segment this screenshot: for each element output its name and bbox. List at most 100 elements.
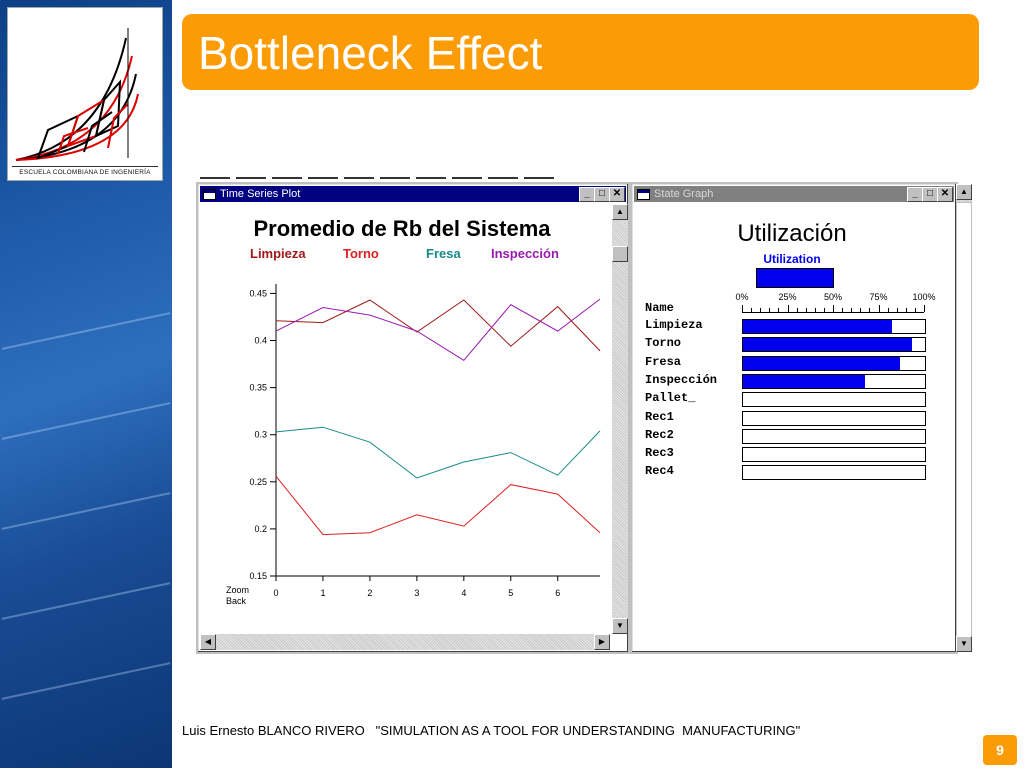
minimize-button[interactable]: _: [907, 187, 923, 202]
utilization-axis: 0% 25% 50% 75% 100%: [735, 292, 936, 314]
utilization-minor-tick: [769, 308, 771, 312]
utilization-minor-tick: [878, 305, 880, 312]
y-tick-label: 0.3: [254, 430, 267, 440]
utilization-minor-tick: [814, 308, 816, 312]
y-tick-label: 0.2: [254, 524, 267, 534]
window-menu-icon[interactable]: [203, 189, 216, 200]
state-graph-titlebar[interactable]: State Graph _ □ ✕: [634, 186, 954, 202]
utilization-row-label: Rec4: [645, 464, 674, 479]
utilization-minor-tick: [751, 308, 753, 312]
utilization-bar-fill: [743, 338, 913, 352]
logo-graphic-icon: [15, 28, 139, 161]
time-series-plot-window[interactable]: Time Series Plot _ □ ✕ Promedio de Rb de…: [196, 182, 630, 654]
utilization-row-label: Inspección: [645, 372, 718, 387]
utilization-legend-swatch: [756, 268, 834, 288]
zoom-back-label[interactable]: Zoom Back: [226, 585, 249, 607]
utilization-bar-frame: [742, 428, 926, 444]
x-tick-label: 3: [414, 588, 419, 598]
utilization-row-label: Pallet_: [645, 391, 696, 406]
utilization-minor-tick: [778, 308, 780, 312]
logo-caption: ESCUELA COLOMBIANA DE INGENIERÍA: [12, 166, 158, 176]
utilization-bar-fill: [743, 374, 865, 388]
utilization-minor-tick: [805, 308, 807, 312]
utilization-minor-tick: [787, 305, 789, 312]
utilization-minor-tick: [823, 308, 825, 312]
utilization-row-label: Rec3: [645, 446, 674, 461]
time-series-chart: 0.15 0.2 0.25 0.3 0.35 0.4 0.45 0 1 2 3 4 5 6: [249, 284, 601, 598]
utilization-row-label: Rec2: [645, 427, 674, 442]
outer-scroll-thumb[interactable]: [956, 202, 972, 644]
vertical-scrollbar[interactable]: ▲ ▼: [612, 204, 628, 634]
utilization-bar-frame: [742, 373, 926, 389]
scroll-left-button[interactable]: ◀: [200, 634, 216, 650]
time-series-titlebar[interactable]: Time Series Plot _ □ ✕: [200, 186, 626, 202]
utilization-minor-tick: [860, 308, 862, 312]
slide-title-banner: Bottleneck Effect: [182, 14, 979, 90]
y-tick-label: 0.45: [249, 288, 267, 298]
utilization-bar-frame: [742, 355, 926, 371]
state-graph-window[interactable]: State Graph _ □ ✕ Utilización Utilizatio…: [630, 182, 958, 654]
outer-vertical-scrollbar[interactable]: ▲ ▼: [956, 184, 972, 652]
series-line-limpieza: [275, 299, 601, 352]
y-tick-label: 0.15: [249, 571, 267, 581]
x-tick-label: 0: [273, 588, 278, 598]
utilization-chart-title: Utilización: [737, 220, 847, 247]
utilization-minor-tick: [924, 305, 925, 312]
scroll-right-button[interactable]: ▶: [594, 634, 610, 650]
maximize-button[interactable]: □: [594, 187, 610, 202]
legend-torno: Torno: [343, 246, 379, 261]
utilization-row-label: Limpieza: [645, 318, 703, 332]
utilization-bar-frame: [742, 465, 926, 481]
utilization-bar-frame: [742, 319, 926, 334]
utilization-minor-tick: [851, 308, 853, 312]
scroll-up-button[interactable]: ▲: [612, 204, 628, 220]
utilization-row-label: Rec1: [645, 409, 674, 424]
x-tick-label: 2: [367, 588, 372, 598]
utilization-minor-tick: [869, 308, 871, 312]
utilization-tick-label: 75%: [869, 292, 888, 302]
utilization-tick-label: 50%: [823, 292, 843, 302]
utilization-bar-fill: [743, 320, 893, 333]
utilization-row-label: Fresa: [645, 354, 682, 369]
zoom-label: Zoom: [226, 585, 250, 595]
utilization-axis-line: [742, 312, 924, 313]
slide-title: Bottleneck Effect: [198, 27, 543, 79]
utilization-tick-label: 100%: [912, 292, 936, 302]
utilization-minor-tick: [760, 308, 762, 312]
maximize-button[interactable]: □: [922, 187, 938, 202]
horizontal-scrollbar[interactable]: ◀ ▶: [200, 634, 610, 650]
scroll-thumb[interactable]: [612, 246, 628, 262]
x-tick-label: 4: [461, 588, 466, 598]
close-button[interactable]: ✕: [609, 187, 625, 202]
scroll-down-button[interactable]: ▼: [612, 618, 628, 634]
outer-scroll-down-button[interactable]: ▼: [956, 636, 972, 652]
x-tick-label: 6: [555, 588, 560, 598]
series-line-torno: [275, 475, 601, 536]
outer-scroll-up-button[interactable]: ▲: [956, 184, 972, 200]
utilization-bar-frame: [742, 410, 926, 426]
utilization-minor-tick: [796, 308, 798, 312]
utilization-minor-tick: [742, 305, 743, 312]
series-line-fresa: [275, 426, 601, 479]
time-series-window-title: Time Series Plot: [220, 188, 301, 200]
page-number: 9: [983, 735, 1017, 765]
utilization-bar-fill: [743, 356, 900, 370]
utilization-tick-label: 25%: [778, 292, 797, 302]
name-column-header: Name: [645, 301, 674, 315]
close-button[interactable]: ✕: [937, 187, 953, 202]
sidebar-background: ESCUELA COLOMBIANA DE INGENIERÍA: [0, 0, 172, 768]
series-line-inspección: [275, 298, 601, 361]
window-menu-icon[interactable]: [637, 189, 650, 200]
legend-fresa: Fresa: [426, 246, 461, 261]
x-tick-label: 5: [508, 588, 513, 598]
legend-inspeccion: Inspección: [491, 246, 559, 261]
y-tick-label: 0.4: [254, 336, 267, 346]
minimize-button[interactable]: _: [579, 187, 595, 202]
utilization-bar-frame: [742, 447, 926, 463]
university-logo: ESCUELA COLOMBIANA DE INGENIERÍA: [7, 7, 163, 181]
utilization-minor-tick: [905, 308, 907, 312]
y-tick-label: 0.25: [249, 477, 267, 487]
back-label: Back: [226, 596, 247, 606]
utilization-minor-tick: [842, 308, 844, 312]
utilization-tick-label: 0%: [735, 292, 749, 302]
